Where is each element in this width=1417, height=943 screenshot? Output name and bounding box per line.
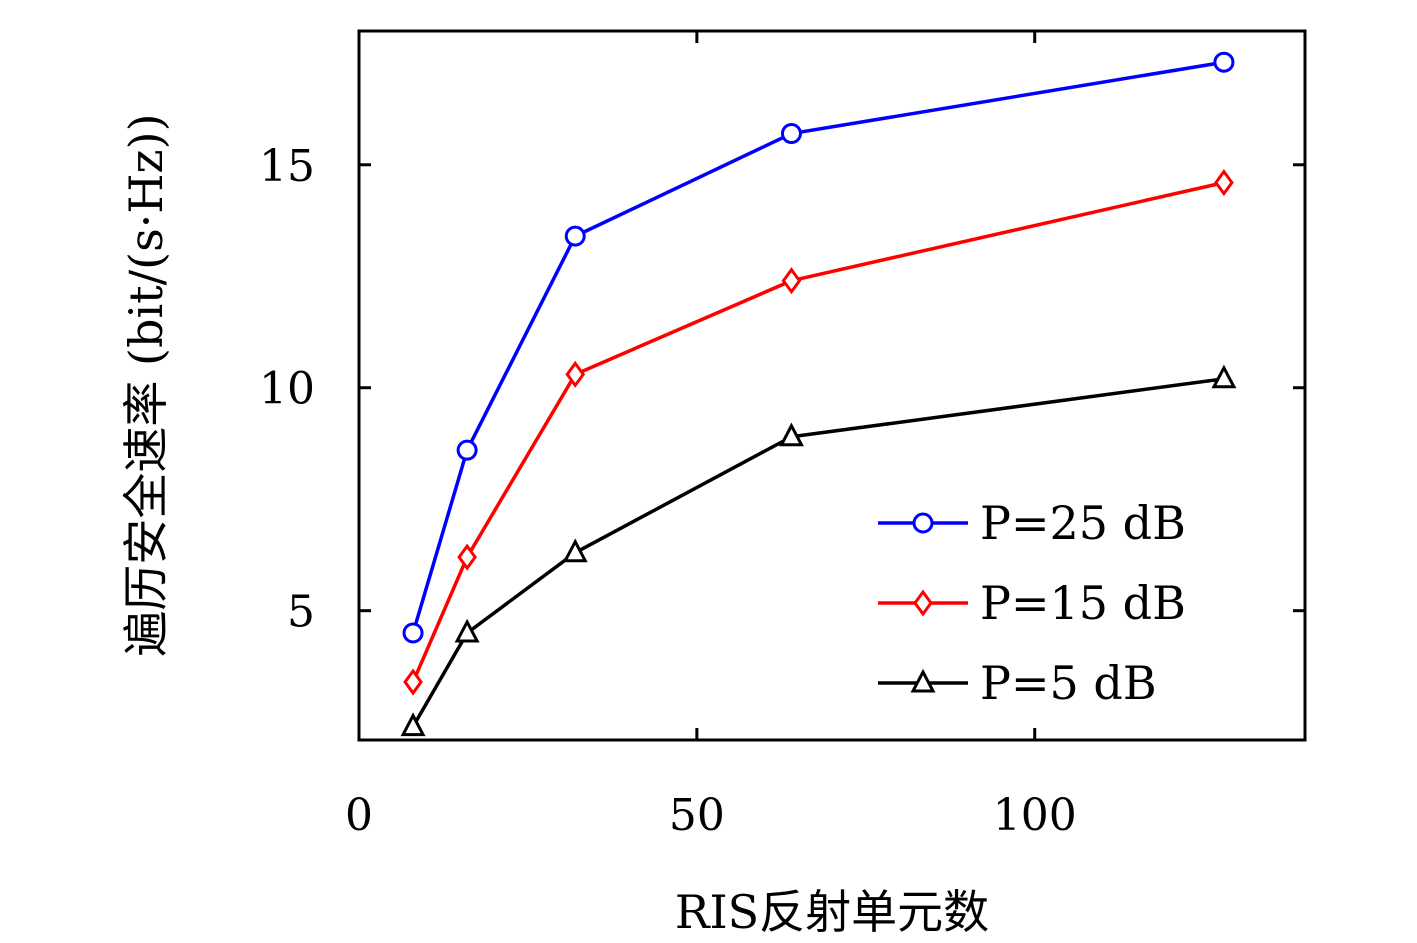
series-1 [402,51,1235,644]
y-tick-label: 10 [259,364,315,415]
legend-marker [913,589,933,617]
series-3 [400,364,1237,737]
x-tick-label: 50 [669,790,725,841]
data-point [454,618,480,643]
legend-item: P=5 dB [878,656,1157,710]
data-point [457,543,477,571]
legend-label: P=5 dB [980,656,1157,710]
legend-label: P=15 dB [980,576,1186,630]
y-tick-label: 15 [259,141,315,192]
data-point [1214,169,1234,197]
x-axis-title: RIS反射单元数 [675,885,989,939]
legend-label: P=25 dB [980,496,1186,550]
x-tick-label: 0 [345,790,373,841]
plot-area [357,29,1307,742]
data-point [402,622,424,644]
x-tick-label: 100 [993,790,1077,841]
y-axis-title: 遍历安全速率 (bit/(s·Hz)) [119,113,173,656]
data-point [400,712,426,737]
data-point [778,422,804,447]
y-tick-label: 5 [287,587,315,638]
data-point [1211,364,1237,389]
data-point [780,123,802,145]
legend-marker [912,512,934,534]
legend-marker [910,668,936,693]
series-layer [400,51,1237,737]
axis-tick-labels: 0 50 100 5 10 15 [259,141,1077,841]
legend-item: P=15 dB [878,576,1186,630]
legend-item: P=25 dB [878,496,1186,550]
data-point [403,668,423,696]
data-point [562,538,588,563]
data-point [564,225,586,247]
data-point [565,360,586,388]
data-point [1213,51,1235,73]
data-point [456,439,478,461]
legend: P=25 dB P=15 dB P=5 dB [878,496,1186,710]
series-2 [403,169,1234,696]
axis-ticks [357,31,1305,740]
data-point [781,267,802,295]
